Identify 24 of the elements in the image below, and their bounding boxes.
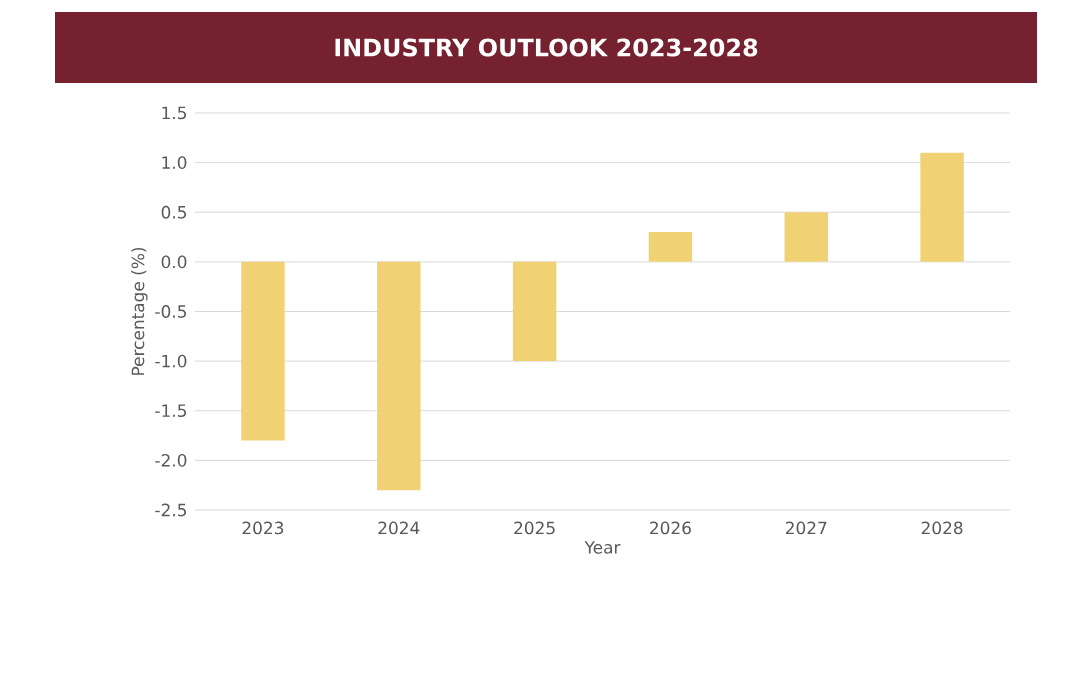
bar — [512, 261, 557, 362]
y-tick-label: 1.5 — [162, 106, 187, 120]
x-tick-label: 2026 — [650, 521, 691, 535]
x-tick-label: 2023 — [242, 521, 284, 535]
y-tick-label: 0.0 — [161, 255, 187, 269]
x-axis-title: Year — [584, 541, 621, 554]
bar — [920, 152, 964, 262]
y-tick-label: 0.5 — [161, 205, 187, 219]
bar — [648, 232, 693, 262]
bar — [241, 261, 285, 441]
y-tick-label: -1.5 — [155, 404, 187, 418]
bar — [784, 212, 828, 262]
y-axis-title: Percentage (%) — [131, 247, 148, 375]
x-tick-label: 2027 — [785, 521, 827, 535]
y-tick-label: -1.0 — [155, 354, 187, 368]
x-tick-label: 2024 — [378, 521, 420, 535]
x-tick-label: 2025 — [514, 521, 555, 535]
y-tick-label: -2.0 — [155, 453, 187, 467]
y-tick-label: -2.5 — [155, 503, 187, 517]
bar — [377, 261, 421, 491]
chart-title: INDUSTRY OUTLOOK 2023-2028 — [335, 38, 758, 57]
x-tick-label: 2028 — [921, 521, 963, 535]
y-tick-label: 1.0 — [162, 156, 187, 170]
y-tick-label: -0.5 — [155, 305, 187, 318]
